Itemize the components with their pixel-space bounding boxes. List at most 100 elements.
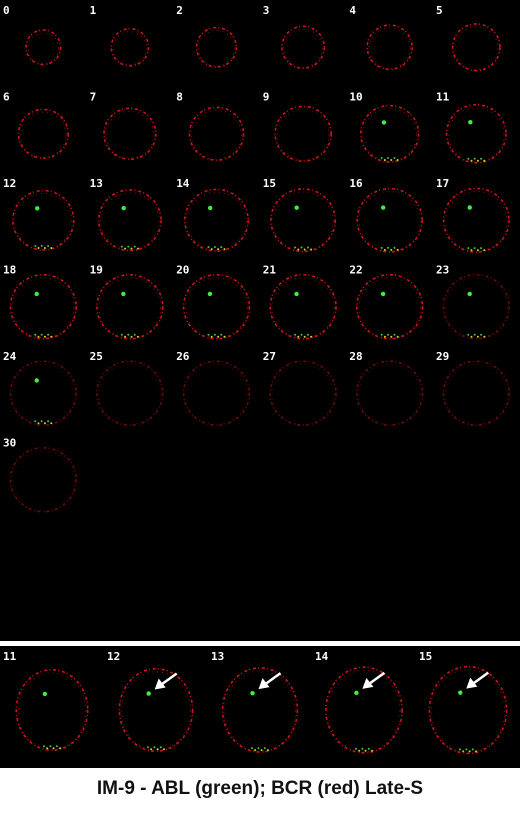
- speckle: [40, 420, 43, 423]
- cell-outline: [221, 667, 299, 753]
- speckle: [52, 747, 55, 750]
- frame-label: 6: [3, 91, 10, 104]
- speckle: [303, 248, 306, 251]
- speckle: [59, 747, 61, 750]
- speckle: [473, 247, 476, 250]
- speckle: [361, 747, 364, 750]
- cell-outline: [103, 107, 157, 160]
- arrow-head: [466, 677, 478, 689]
- speckle: [43, 335, 46, 338]
- frame-label: 26: [176, 350, 190, 363]
- cell-outline: [442, 273, 511, 340]
- cell-outline-inner: [224, 670, 296, 752]
- cell-outline: [366, 24, 413, 71]
- cell-outline: [442, 360, 511, 427]
- frame-label: 19: [90, 264, 103, 277]
- speckle: [476, 249, 479, 252]
- cell-outline: [269, 360, 337, 427]
- speckle: [387, 156, 390, 159]
- speckle: [383, 335, 386, 338]
- frame-label: 1: [90, 4, 97, 17]
- speckle: [380, 246, 383, 249]
- speckle: [50, 335, 53, 338]
- speckle: [396, 158, 399, 161]
- cell-outline: [9, 360, 78, 427]
- speckle: [396, 248, 399, 251]
- speckle: [37, 422, 40, 425]
- grid-background: [0, 0, 520, 641]
- abl-signal: [34, 291, 39, 297]
- cell-outline: [451, 23, 501, 72]
- frame-label: 0: [3, 4, 10, 17]
- cell-outline: [274, 105, 332, 162]
- cell-outline-inner: [185, 277, 248, 339]
- speckle: [136, 335, 139, 338]
- speckle: [127, 333, 130, 336]
- frame-label: 10: [349, 91, 362, 104]
- speckle: [34, 420, 37, 423]
- speckle: [130, 335, 133, 338]
- cell-outline: [195, 26, 238, 68]
- cell-outline: [25, 29, 62, 66]
- speckle: [471, 748, 474, 751]
- speckle: [380, 333, 383, 336]
- speckle: [383, 248, 386, 251]
- speckle: [210, 335, 213, 338]
- cell-outline: [356, 187, 423, 253]
- speckle: [156, 748, 159, 751]
- speckle: [480, 247, 483, 250]
- cell-outline: [269, 273, 337, 340]
- cell-outline: [15, 668, 89, 752]
- frame-label: 17: [436, 177, 449, 190]
- speckle: [49, 745, 52, 748]
- speckle: [55, 745, 58, 748]
- speckle: [267, 749, 269, 752]
- strip-label: 13: [211, 650, 224, 663]
- speckle: [213, 246, 216, 249]
- frame-label: 16: [349, 177, 363, 190]
- speckle: [480, 333, 483, 336]
- speckle: [459, 748, 461, 751]
- cell-outline-inner: [448, 107, 505, 163]
- speckle: [306, 333, 309, 336]
- cell-outline: [182, 360, 251, 427]
- strip-background: [0, 646, 520, 768]
- cell-outline-inner: [11, 363, 75, 425]
- cell-outline-inner: [272, 191, 334, 252]
- speckle: [257, 747, 260, 750]
- speckle: [50, 422, 53, 425]
- frame-label: 23: [436, 264, 449, 277]
- abl-signal: [294, 291, 299, 297]
- cell-outline-inner: [271, 277, 335, 339]
- speckle: [217, 248, 220, 251]
- speckle: [473, 157, 476, 160]
- speckle: [476, 335, 479, 338]
- speckle: [303, 335, 306, 338]
- cell-outline-inner: [14, 193, 73, 250]
- frame-label: 20: [176, 264, 189, 277]
- speckle: [355, 747, 357, 750]
- speckle: [34, 244, 37, 247]
- cell-outline-inner: [185, 363, 248, 425]
- frame-label: 12: [3, 177, 16, 190]
- arrow-head: [258, 678, 270, 690]
- speckle: [207, 333, 210, 336]
- cell-outline-inner: [276, 108, 330, 161]
- speckle: [364, 749, 367, 752]
- cell-outline-inner: [444, 277, 508, 339]
- abl-signal: [146, 691, 151, 696]
- speckle: [46, 747, 49, 750]
- frame-label: 28: [349, 350, 362, 363]
- cell-outline-inner: [27, 32, 60, 65]
- cell-outline: [12, 189, 75, 251]
- speckle: [476, 159, 479, 162]
- cell-outline: [118, 667, 194, 753]
- frame-label: 13: [90, 177, 103, 190]
- speckle: [470, 249, 473, 252]
- speckle: [254, 749, 257, 752]
- frame-label: 15: [263, 177, 276, 190]
- speckle: [40, 333, 43, 336]
- cell-outline: [428, 665, 508, 755]
- abl-signal: [35, 206, 40, 211]
